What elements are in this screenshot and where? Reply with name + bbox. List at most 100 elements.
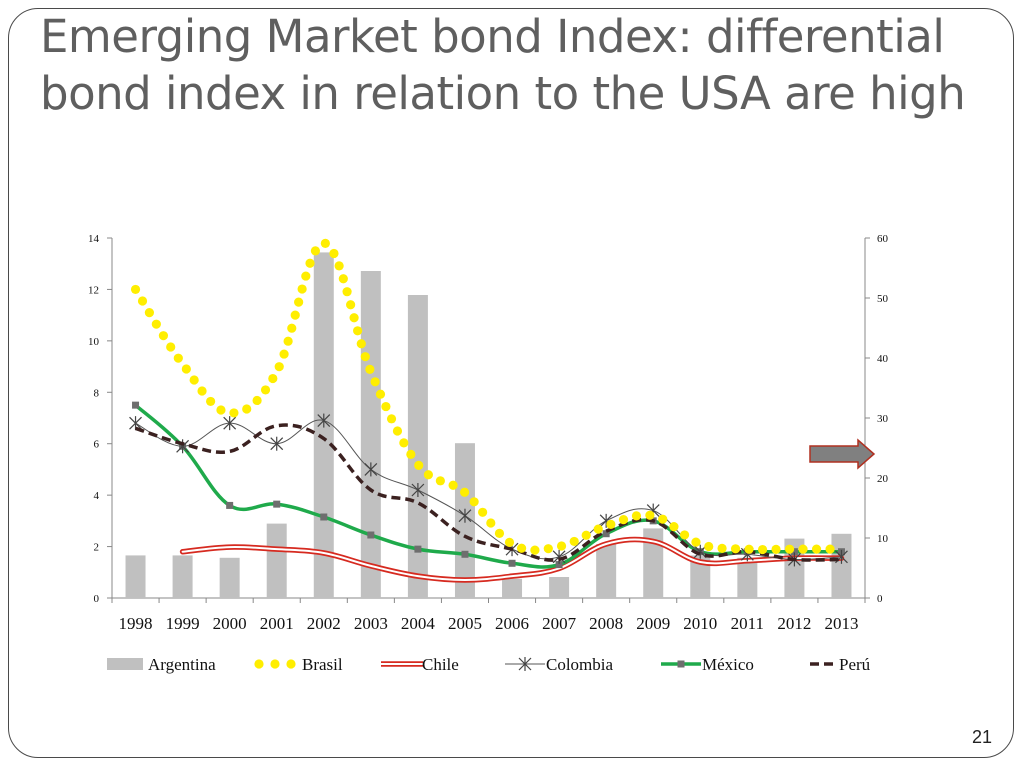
dot-brasil xyxy=(216,405,226,415)
dot-brasil xyxy=(631,511,642,521)
dot-brasil xyxy=(197,386,207,396)
x-tick-label: 2002 xyxy=(307,614,341,633)
dot-brasil xyxy=(242,404,252,414)
legend-marker-mexico xyxy=(677,660,685,668)
line-brasil-guide xyxy=(136,243,842,550)
y-right-tick-label: 10 xyxy=(877,533,889,545)
line-chile-inner xyxy=(181,538,843,582)
dot-brasil xyxy=(279,349,289,359)
dot-brasil xyxy=(342,287,352,297)
y-right-tick-label: 40 xyxy=(877,353,889,365)
dot-brasil xyxy=(252,395,262,406)
dot-brasil xyxy=(274,362,284,372)
dot-brasil xyxy=(297,284,307,294)
dot-brasil xyxy=(294,297,304,307)
marker-colombia xyxy=(411,483,425,497)
y-left-tick-label: 4 xyxy=(94,490,100,502)
marker-mexico xyxy=(273,500,281,508)
dot-brasil xyxy=(151,319,161,329)
dot-brasil xyxy=(173,353,183,363)
bar-argentina xyxy=(549,577,570,598)
marker-colombia xyxy=(364,462,378,477)
bar-argentina xyxy=(125,555,146,598)
x-tick-label: 2003 xyxy=(354,614,388,633)
y-right-tick-label: 0 xyxy=(877,593,883,605)
marker-colombia xyxy=(270,436,284,451)
marker-colombia xyxy=(458,508,472,523)
x-tick-label: 2008 xyxy=(589,614,623,633)
dot-brasil xyxy=(448,480,458,490)
x-tick-label: 2004 xyxy=(401,614,436,633)
dot-brasil xyxy=(189,375,199,385)
dot-brasil xyxy=(504,537,515,547)
marker-mexico xyxy=(367,531,375,539)
dot-brasil xyxy=(166,342,176,352)
dot-brasil xyxy=(370,377,380,387)
dot-brasil xyxy=(669,522,679,532)
dot-brasil xyxy=(771,544,781,554)
dot-brasil xyxy=(569,536,579,547)
dot-brasil xyxy=(679,530,690,540)
legend-swatch-brasil xyxy=(254,659,264,669)
marker-mexico xyxy=(461,550,469,558)
bar-argentina xyxy=(690,555,711,598)
slide-frame xyxy=(8,8,1014,758)
arrow-annotation xyxy=(809,438,876,470)
y-right-tick-label: 50 xyxy=(877,293,889,305)
dot-brasil xyxy=(798,544,808,554)
marker-mexico xyxy=(226,501,234,509)
dot-brasil xyxy=(290,310,300,320)
legend-label: Brasil xyxy=(302,655,343,674)
x-tick-label: 2007 xyxy=(542,614,577,633)
dot-brasil xyxy=(338,274,348,284)
x-tick-label: 2012 xyxy=(777,614,811,633)
x-tick-label: 1998 xyxy=(119,614,153,633)
dot-brasil xyxy=(691,537,701,547)
dot-brasil xyxy=(825,544,835,554)
marker-mexico xyxy=(555,561,563,569)
dot-brasil xyxy=(414,460,424,470)
dot-brasil xyxy=(478,507,488,517)
legend-label: Perú xyxy=(839,655,871,674)
dot-brasil xyxy=(346,300,356,310)
dot-brasil xyxy=(158,331,169,341)
dot-brasil xyxy=(556,541,567,551)
marker-mexico xyxy=(508,559,516,567)
legend-marker-colombia xyxy=(518,657,532,671)
marker-colombia xyxy=(317,413,331,428)
dot-brasil xyxy=(301,271,311,281)
dot-brasil xyxy=(406,449,416,459)
dot-brasil xyxy=(530,545,540,555)
dot-brasil xyxy=(137,296,148,306)
dot-brasil xyxy=(260,385,271,395)
bar-argentina xyxy=(266,523,287,598)
dot-brasil xyxy=(130,284,141,295)
dot-brasil xyxy=(435,476,445,486)
dot-brasil xyxy=(310,246,321,256)
x-tick-label: 2009 xyxy=(636,614,670,633)
bar-argentina xyxy=(596,544,617,598)
bar-argentina xyxy=(502,578,523,598)
dot-brasil xyxy=(305,258,315,268)
legend-label: Argentina xyxy=(148,655,216,674)
dot-brasil xyxy=(543,544,553,554)
dot-brasil xyxy=(399,438,409,448)
y-left-tick-label: 0 xyxy=(94,593,100,605)
marker-colombia xyxy=(552,549,566,564)
marker-colombia xyxy=(129,416,142,431)
legend-swatch-argentina xyxy=(107,658,143,670)
dot-brasil xyxy=(375,389,386,399)
dot-brasil xyxy=(144,307,154,318)
marker-mexico xyxy=(602,530,610,538)
dot-brasil xyxy=(717,543,727,553)
y-right-tick-label: 60 xyxy=(877,233,889,245)
dot-brasil xyxy=(606,519,616,529)
dot-brasil xyxy=(353,326,363,336)
x-tick-label: 2011 xyxy=(731,614,764,633)
marker-colombia xyxy=(223,416,237,431)
dot-brasil xyxy=(704,541,714,552)
dot-brasil xyxy=(658,514,668,524)
dot-brasil xyxy=(287,323,297,333)
line-peru xyxy=(134,423,842,562)
